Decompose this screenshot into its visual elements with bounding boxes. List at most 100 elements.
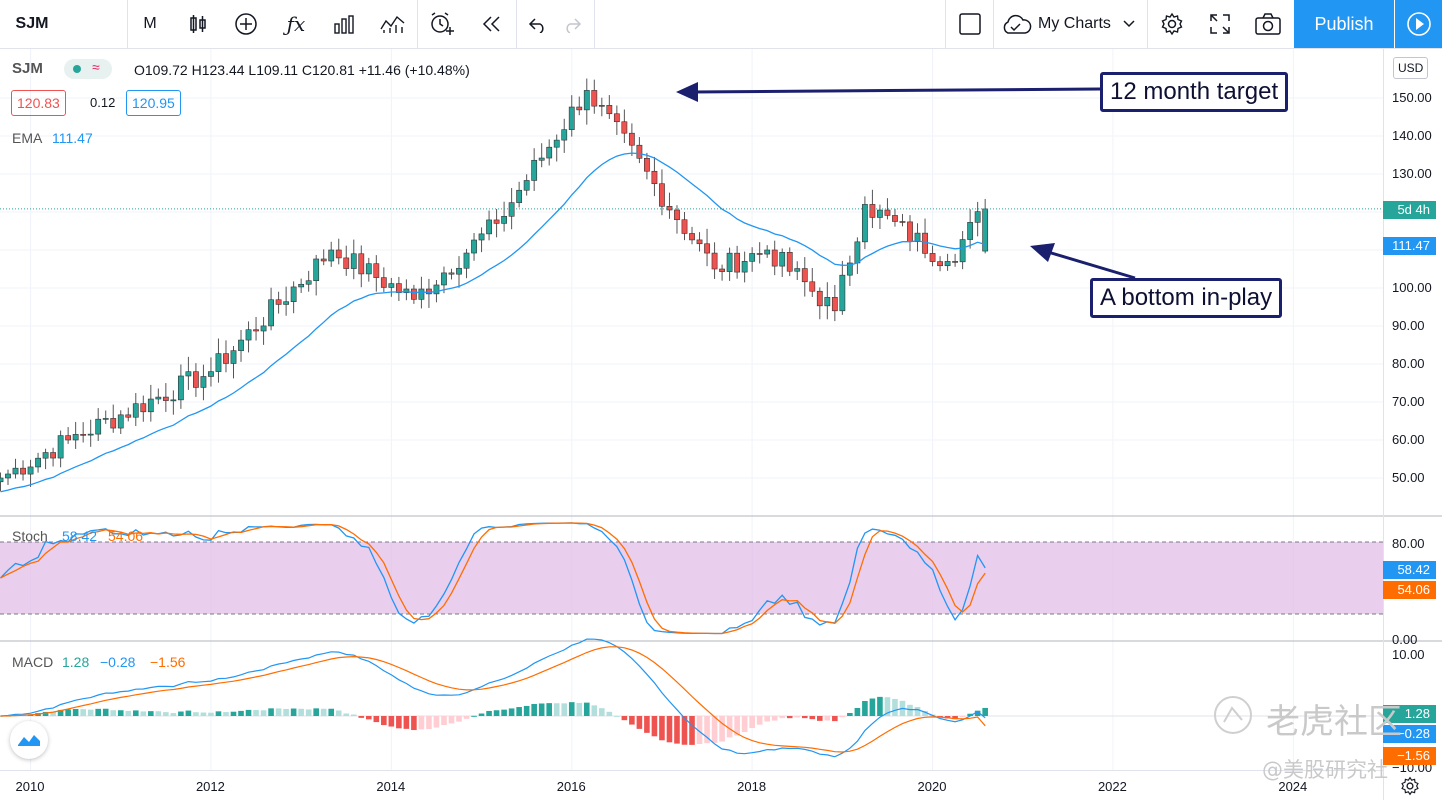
candle-body bbox=[929, 253, 936, 262]
macd-hist-bar bbox=[448, 716, 455, 724]
ask-price-box[interactable]: 120.95 bbox=[126, 90, 181, 116]
macd-hist-bar bbox=[974, 710, 981, 716]
bottom-in-play-callout[interactable]: A bottom in-play bbox=[1090, 278, 1283, 318]
candle-body bbox=[749, 253, 756, 262]
candle bbox=[892, 208, 898, 227]
macd-hist-bar bbox=[508, 708, 515, 716]
candle bbox=[200, 364, 207, 401]
candle-body bbox=[448, 272, 455, 275]
candle bbox=[771, 240, 778, 276]
candle bbox=[621, 109, 628, 144]
candle-body bbox=[20, 467, 26, 475]
candle bbox=[922, 218, 928, 259]
candle bbox=[779, 248, 786, 277]
play-icon[interactable] bbox=[1395, 0, 1442, 48]
macd-value: 1.28 bbox=[62, 654, 90, 670]
undo-icon[interactable] bbox=[517, 0, 557, 48]
macd-hist-bar bbox=[283, 708, 289, 716]
time-axis-label: 2014 bbox=[376, 779, 406, 794]
chart-style-icon[interactable] bbox=[176, 0, 220, 48]
macd-hist-bar bbox=[110, 710, 117, 716]
candle-body bbox=[606, 105, 613, 115]
redo-icon[interactable] bbox=[553, 0, 593, 48]
candle-body bbox=[290, 286, 297, 302]
candle bbox=[696, 232, 703, 252]
macd-hist-bar bbox=[155, 711, 162, 716]
candle bbox=[756, 242, 763, 264]
macd-hist-bar bbox=[163, 712, 169, 716]
candle-body bbox=[253, 329, 259, 332]
macd-hist-bar bbox=[576, 702, 583, 716]
settings-gear-icon[interactable] bbox=[1150, 0, 1194, 48]
axis-settings-gear-icon[interactable] bbox=[1400, 776, 1420, 801]
publish-button[interactable]: Publish bbox=[1294, 0, 1394, 48]
currency-button[interactable]: USD bbox=[1393, 57, 1429, 79]
candle bbox=[576, 96, 583, 116]
candle-body bbox=[328, 249, 335, 262]
tradingview-logo-icon[interactable] bbox=[10, 721, 48, 759]
macd-signal-line bbox=[0, 646, 986, 753]
symbol-search[interactable]: SJM bbox=[15, 15, 49, 32]
candle bbox=[162, 383, 169, 412]
candle-body bbox=[80, 434, 87, 436]
candle-body bbox=[313, 258, 320, 281]
macd-hist-bar bbox=[794, 716, 801, 718]
templates-icon[interactable] bbox=[371, 0, 415, 48]
legend-status-pill[interactable]: ≈ bbox=[64, 59, 112, 79]
fullscreen-expand-icon[interactable] bbox=[1198, 0, 1242, 48]
candle bbox=[516, 181, 523, 208]
twelve-month-target-callout[interactable]: 12 month target bbox=[1100, 72, 1289, 112]
candle-body bbox=[170, 399, 177, 402]
compare-add-icon[interactable] bbox=[224, 0, 268, 48]
bid-price-box[interactable]: 120.83 bbox=[11, 90, 66, 116]
fullscreen-square-icon[interactable] bbox=[950, 0, 990, 48]
candle-body bbox=[380, 277, 387, 288]
macd-hist-bar bbox=[764, 716, 770, 722]
candle-body bbox=[839, 274, 846, 312]
pane-dividers bbox=[0, 515, 1442, 642]
candle bbox=[57, 430, 64, 468]
candle bbox=[403, 279, 410, 301]
macd-hist-bar bbox=[366, 716, 372, 720]
candle-body bbox=[831, 297, 838, 312]
candle bbox=[523, 174, 530, 196]
candle-body bbox=[591, 90, 598, 107]
macd-hist-tag: 1.28 bbox=[1383, 705, 1436, 723]
macd-hist-bar bbox=[967, 713, 973, 716]
financials-icon[interactable] bbox=[322, 0, 366, 48]
macd-hist-bar bbox=[952, 716, 958, 720]
macd-hist-value: −1.56 bbox=[150, 654, 186, 670]
candle bbox=[952, 253, 958, 267]
snapshot-camera-icon[interactable] bbox=[1246, 0, 1290, 48]
macd-hist-bar bbox=[65, 709, 71, 716]
candle bbox=[471, 233, 477, 261]
bar-replay-icon[interactable] bbox=[470, 0, 514, 48]
macd-hist-bar bbox=[659, 716, 665, 741]
candle-body bbox=[456, 267, 462, 275]
time-axis-label: 2024 bbox=[1278, 779, 1308, 794]
candle bbox=[831, 284, 838, 322]
candle-body bbox=[523, 180, 530, 191]
my-charts-button[interactable]: My Charts bbox=[1000, 0, 1146, 48]
interval-button[interactable]: M bbox=[143, 15, 157, 32]
candle bbox=[410, 284, 417, 304]
candle bbox=[441, 266, 447, 294]
stoch-lines bbox=[0, 522, 986, 635]
macd-legend-label: MACD bbox=[12, 654, 54, 670]
candle-body bbox=[967, 222, 974, 240]
candle-body bbox=[583, 90, 590, 111]
candle-body bbox=[305, 280, 312, 285]
candle-body bbox=[621, 121, 628, 134]
candle-body bbox=[659, 183, 665, 207]
candle bbox=[877, 204, 883, 230]
candle-body bbox=[884, 209, 891, 216]
candle bbox=[193, 363, 199, 397]
candle-body bbox=[892, 215, 898, 222]
alert-clock-icon[interactable] bbox=[420, 0, 464, 48]
macd-hist-bar bbox=[884, 697, 891, 716]
chart-canvas[interactable] bbox=[0, 49, 1442, 800]
indicators-fx-icon[interactable]: ƒx bbox=[286, 12, 306, 36]
candle bbox=[689, 226, 695, 245]
candle-body bbox=[974, 211, 981, 223]
candle bbox=[854, 237, 861, 274]
